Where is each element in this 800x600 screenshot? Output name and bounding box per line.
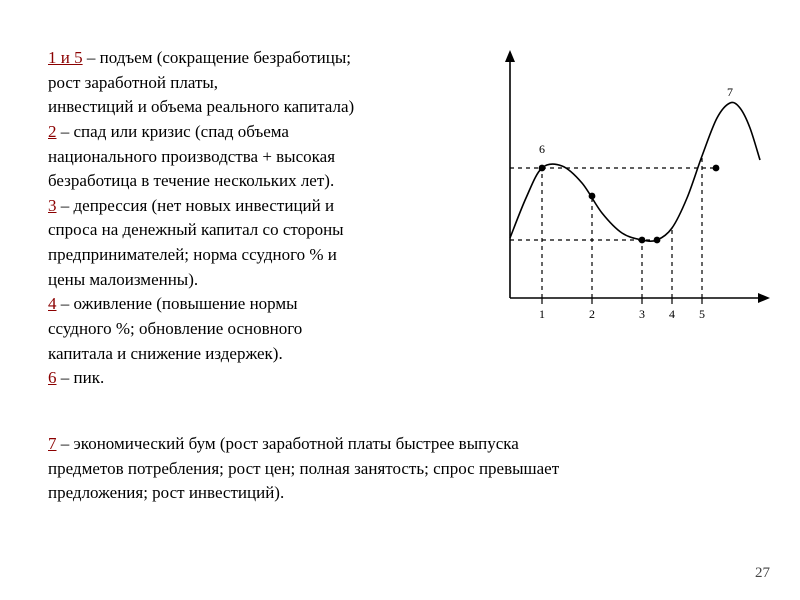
svg-text:7: 7 [727,85,733,99]
line-15-rest: – экономический бум (рост заработной пла… [57,434,519,453]
line-14-rest: – пик. [57,368,105,387]
line-4-rest: – спад или кризис (спад объема [57,122,289,141]
svg-text:3: 3 [639,307,645,321]
line-11-rest: – оживление (повышение нормы [57,294,298,313]
line-1-rest: – подъем (сокращение безработицы; [83,48,351,67]
line-3: инвестиций и объема реального капитала) [48,95,468,120]
num-2: 2 [48,122,57,141]
text-block-wide: 7 – экономический бум (рост заработной п… [48,432,748,506]
line-9: предпринимателей; норма ссудного % и [48,243,468,268]
line-14: 6 – пик. [48,366,468,391]
text-block-left: 1 и 5 – подъем (сокращение безработицы; … [48,46,468,391]
line-10: цены малоизменны). [48,268,468,293]
num-4: 4 [48,294,57,313]
svg-text:1: 1 [539,307,545,321]
line-16: предметов потребления; рост цен; полная … [48,457,748,482]
num-3: 3 [48,196,57,215]
line-11: 4 – оживление (повышение нормы [48,292,468,317]
line-1: 1 и 5 – подъем (сокращение безработицы; [48,46,468,71]
page-number: 27 [755,565,770,582]
svg-text:6: 6 [539,142,545,156]
line-4: 2 – спад или кризис (спад объема [48,120,468,145]
line-15: 7 – экономический бум (рост заработной п… [48,432,748,457]
business-cycle-chart: 1 2 3 4 5 6 7 [482,48,772,338]
num-1-and-5: 1 и 5 [48,48,83,67]
svg-text:4: 4 [669,307,675,321]
num-6: 6 [48,368,57,387]
line-17: предложения; рост инвестиций). [48,481,748,506]
line-7: 3 – депрессия (нет новых инвестиций и [48,194,468,219]
line-7-rest: – депрессия (нет новых инвестиций и [57,196,335,215]
svg-text:5: 5 [699,307,705,321]
line-8: спроса на денежный капитал со стороны [48,218,468,243]
line-13: капитала и снижение издержек). [48,342,468,367]
svg-text:2: 2 [589,307,595,321]
line-12: ссудного %; обновление основного [48,317,468,342]
line-2: рост заработной платы, [48,71,468,96]
line-5: национального производства + высокая [48,145,468,170]
slide: 1 и 5 – подъем (сокращение безработицы; … [0,0,800,600]
line-6: безработица в течение нескольких лет). [48,169,468,194]
num-7: 7 [48,434,57,453]
